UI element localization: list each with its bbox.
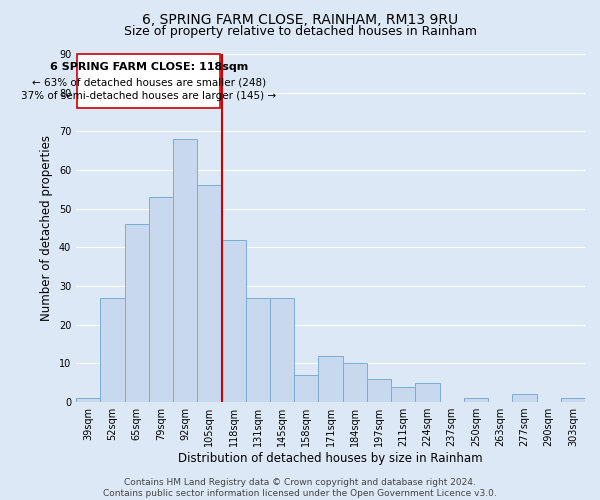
X-axis label: Distribution of detached houses by size in Rainham: Distribution of detached houses by size … (178, 452, 483, 465)
Bar (343, 364, 367, 402)
Bar (76, 398, 100, 402)
Bar (173, 139, 197, 402)
Text: ← 63% of detached houses are smaller (248): ← 63% of detached houses are smaller (24… (32, 77, 266, 87)
Bar (294, 375, 319, 402)
Bar (149, 197, 173, 402)
Text: 6 SPRING FARM CLOSE: 118sqm: 6 SPRING FARM CLOSE: 118sqm (50, 62, 248, 72)
Bar (246, 298, 270, 402)
Bar (367, 379, 391, 402)
Text: 6, SPRING FARM CLOSE, RAINHAM, RM13 9RU: 6, SPRING FARM CLOSE, RAINHAM, RM13 9RU (142, 12, 458, 26)
Bar (319, 356, 343, 402)
Bar (125, 224, 149, 402)
Bar (100, 298, 125, 402)
Text: 37% of semi-detached houses are larger (145) →: 37% of semi-detached houses are larger (… (21, 90, 277, 101)
Bar (561, 398, 585, 402)
Bar (221, 240, 246, 402)
Bar (464, 398, 488, 402)
Bar (512, 394, 536, 402)
Text: Contains HM Land Registry data © Crown copyright and database right 2024.
Contai: Contains HM Land Registry data © Crown c… (103, 478, 497, 498)
Bar (197, 186, 221, 402)
Text: Size of property relative to detached houses in Rainham: Size of property relative to detached ho… (124, 25, 476, 38)
Bar (391, 386, 415, 402)
FancyBboxPatch shape (77, 54, 220, 108)
Bar (415, 382, 440, 402)
Y-axis label: Number of detached properties: Number of detached properties (40, 135, 53, 321)
Bar (270, 298, 294, 402)
